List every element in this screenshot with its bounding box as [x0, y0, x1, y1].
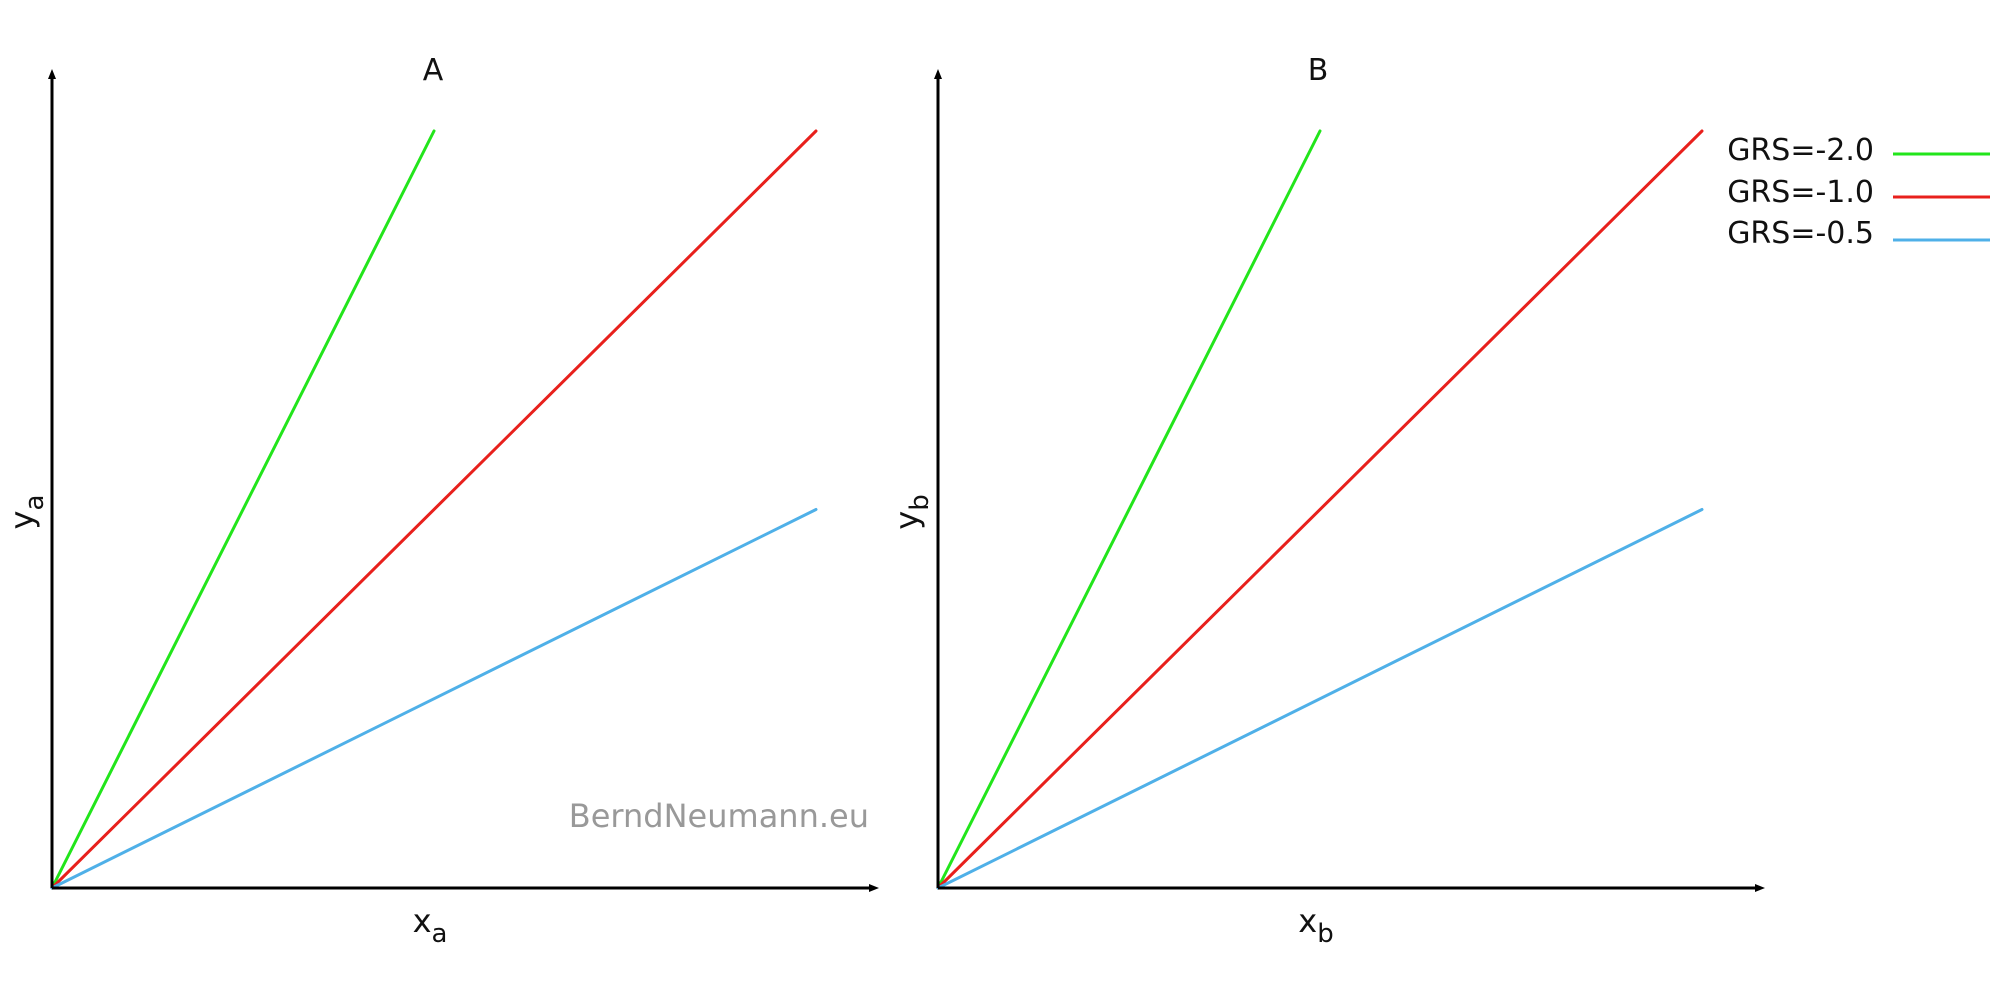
legend-entry-grs-05: GRS=-0.5 — [1727, 216, 1990, 251]
legend-entry-grs-1: GRS=-1.0 — [1727, 175, 1990, 210]
panel-b-x-label: xb — [1298, 902, 1333, 949]
legend-label: GRS=-1.0 — [1727, 175, 1874, 210]
series-line-1 — [936, 129, 1322, 890]
legend-label: GRS=-2.0 — [1727, 133, 1874, 168]
watermark: BerndNeumann.eu — [569, 797, 869, 835]
panel-a-axes — [48, 69, 879, 892]
series-line-2 — [50, 129, 818, 890]
series-line-2 — [936, 129, 1704, 890]
series-line-1 — [50, 129, 436, 890]
panel-b-y-label-sub: b — [905, 494, 935, 511]
panel-a-y-label: ya — [3, 495, 50, 530]
panel-a-x-label: xa — [413, 902, 448, 949]
panel-b: B xb yb — [888, 53, 1765, 949]
panel-a: A xa ya BerndNeumann.eu — [3, 53, 879, 949]
panel-b-y-label: yb — [888, 494, 935, 529]
panel-b-y-label-base: y — [888, 511, 926, 530]
series-line-3 — [936, 508, 1704, 890]
legend-entry-grs-2: GRS=-2.0 — [1727, 133, 1990, 168]
panel-a-title: A — [423, 53, 444, 88]
panel-a-y-label-base: y — [3, 511, 41, 530]
series-line-3 — [50, 508, 818, 890]
panel-b-series-group — [936, 129, 1704, 890]
panel-b-axes — [934, 69, 1765, 892]
panel-a-series-group — [50, 129, 818, 890]
panel-a-x-label-base: x — [413, 902, 432, 940]
panel-a-x-label-sub: a — [432, 919, 448, 949]
panel-a-y-label-sub: a — [20, 495, 50, 511]
panel-b-x-label-sub: b — [1317, 919, 1334, 949]
panel-b-title: B — [1308, 53, 1329, 88]
legend-label: GRS=-0.5 — [1727, 216, 1874, 251]
panel-b-x-label-base: x — [1298, 902, 1317, 940]
legend: GRS=-2.0 GRS=-1.0 GRS=-0.5 — [1727, 133, 1990, 251]
